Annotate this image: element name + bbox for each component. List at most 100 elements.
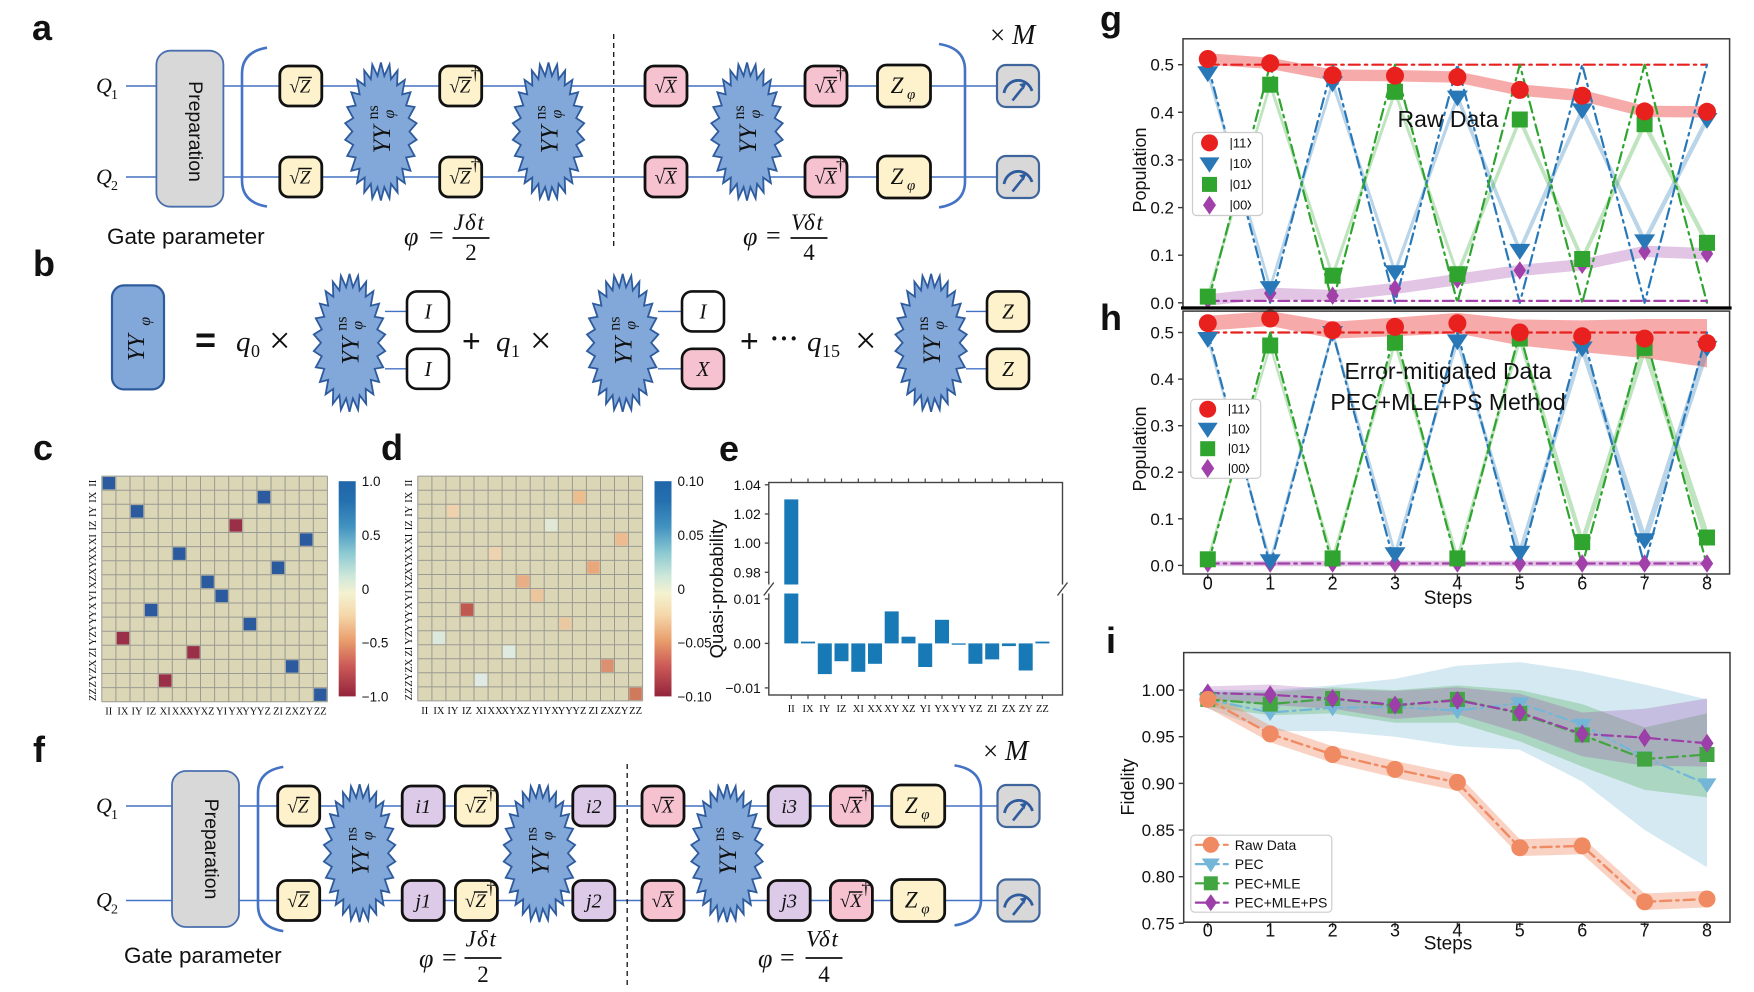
- svg-text:t: t: [490, 927, 497, 952]
- svg-text:YY: YY: [611, 334, 638, 365]
- svg-text:1: 1: [511, 341, 520, 361]
- svg-text:i3: i3: [781, 796, 797, 818]
- svg-text:0.3: 0.3: [1150, 151, 1174, 170]
- svg-text:ZY: ZY: [299, 707, 313, 718]
- svg-text:√: √: [652, 891, 663, 912]
- svg-text:2: 2: [111, 179, 118, 194]
- svg-text:Z: Z: [300, 77, 311, 98]
- svg-text:ZY: ZY: [1019, 704, 1033, 715]
- svg-text:φ: φ: [549, 110, 566, 119]
- svg-text:YY: YY: [369, 123, 396, 154]
- svg-text:ZZ: ZZ: [404, 687, 415, 700]
- svg-text:···: ···: [770, 324, 799, 353]
- svg-text:YY: YY: [537, 123, 564, 154]
- svg-text:√: √: [449, 168, 460, 189]
- svg-text:XI: XI: [853, 704, 865, 715]
- svg-text:YY: YY: [404, 616, 415, 632]
- svg-text:ns: ns: [334, 317, 351, 331]
- svg-text:ns: ns: [607, 317, 624, 331]
- svg-text:Z: Z: [1002, 357, 1014, 381]
- svg-text:YZ: YZ: [257, 707, 271, 718]
- svg-text:ns: ns: [344, 827, 361, 841]
- svg-text:|00: |00: [1230, 198, 1248, 213]
- svg-text:×: ×: [855, 320, 876, 362]
- svg-text:XX: XX: [172, 707, 188, 718]
- svg-text:0.5: 0.5: [1150, 56, 1174, 75]
- svg-text:Z: Z: [475, 797, 486, 818]
- svg-text:IX: IX: [117, 707, 128, 718]
- svg-text:t: t: [832, 927, 839, 952]
- svg-text:0: 0: [678, 582, 686, 597]
- svg-text:YI: YI: [532, 706, 544, 717]
- svg-text:Z: Z: [905, 888, 918, 913]
- svg-text:δ: δ: [804, 210, 815, 235]
- svg-text:4: 4: [1452, 921, 1462, 941]
- svg-text:h: h: [1100, 297, 1122, 338]
- svg-text:0.0: 0.0: [1150, 556, 1174, 575]
- svg-text:2: 2: [1328, 921, 1338, 941]
- svg-text:0: 0: [1203, 574, 1213, 594]
- svg-text:+: +: [462, 323, 481, 359]
- svg-text:δ: δ: [465, 210, 476, 235]
- svg-text:IY: IY: [132, 707, 143, 718]
- svg-text:YX: YX: [404, 602, 415, 618]
- svg-text:XY: XY: [186, 707, 202, 718]
- svg-text:XZ: XZ: [902, 704, 916, 715]
- svg-text:ZZ: ZZ: [629, 706, 642, 717]
- svg-text:φ: φ: [931, 321, 948, 330]
- svg-text:0: 0: [251, 341, 260, 361]
- svg-text:YX: YX: [88, 602, 99, 618]
- svg-text:φ: φ: [907, 87, 915, 103]
- svg-text:1: 1: [111, 808, 118, 823]
- svg-text:4: 4: [818, 962, 830, 987]
- svg-text:8: 8: [1702, 921, 1712, 941]
- svg-text:ZY: ZY: [615, 706, 629, 717]
- svg-text:IX: IX: [404, 491, 415, 502]
- svg-text:φ: φ: [539, 831, 556, 840]
- svg-text:X: X: [664, 168, 678, 189]
- svg-text:ZI: ZI: [273, 707, 283, 718]
- svg-text:g: g: [1100, 0, 1122, 39]
- svg-text:b: b: [33, 243, 55, 284]
- svg-text:φ: φ: [419, 944, 433, 973]
- svg-text:√: √: [287, 797, 298, 818]
- svg-text:0.2: 0.2: [1150, 199, 1174, 218]
- svg-text:0.1: 0.1: [1150, 246, 1174, 265]
- svg-text:×: ×: [269, 320, 290, 362]
- svg-text:ns: ns: [731, 105, 748, 119]
- svg-text:−0.10: −0.10: [678, 689, 712, 704]
- svg-text:φ: φ: [747, 110, 764, 119]
- svg-text:YY: YY: [338, 334, 365, 365]
- svg-text:I: I: [424, 299, 433, 323]
- svg-text:Z: Z: [475, 891, 486, 912]
- svg-text:=: =: [766, 221, 781, 250]
- svg-text:√: √: [465, 891, 476, 912]
- svg-text:ZX: ZX: [285, 707, 299, 718]
- svg-text:YY: YY: [919, 334, 946, 365]
- svg-text:1: 1: [111, 88, 118, 103]
- svg-text:0.00: 0.00: [734, 635, 761, 651]
- svg-text:φ: φ: [623, 321, 640, 330]
- svg-text:q: q: [236, 326, 251, 358]
- svg-text:0.90: 0.90: [1142, 774, 1175, 793]
- svg-text:YI: YI: [88, 590, 99, 602]
- svg-text:YZ: YZ: [88, 631, 99, 645]
- svg-text:IX: IX: [433, 706, 444, 717]
- svg-text:φ: φ: [758, 944, 772, 973]
- svg-text:Fidelity: Fidelity: [1118, 758, 1138, 815]
- svg-text:Q: Q: [96, 164, 112, 189]
- svg-text:PEC: PEC: [1235, 856, 1264, 872]
- svg-text:YZ: YZ: [404, 631, 415, 645]
- svg-text:j2: j2: [583, 891, 602, 913]
- svg-text:φ: φ: [921, 807, 929, 823]
- svg-text:I: I: [699, 299, 708, 323]
- svg-text:3: 3: [1390, 921, 1400, 941]
- svg-text:−1.0: −1.0: [362, 689, 389, 704]
- svg-text:Z: Z: [300, 168, 311, 189]
- svg-text:II: II: [88, 479, 99, 486]
- svg-text:×: ×: [983, 736, 998, 766]
- svg-text:5: 5: [1515, 921, 1525, 941]
- svg-text:√: √: [655, 77, 666, 98]
- svg-text:0.05: 0.05: [678, 528, 704, 543]
- svg-text:YY: YY: [124, 332, 150, 361]
